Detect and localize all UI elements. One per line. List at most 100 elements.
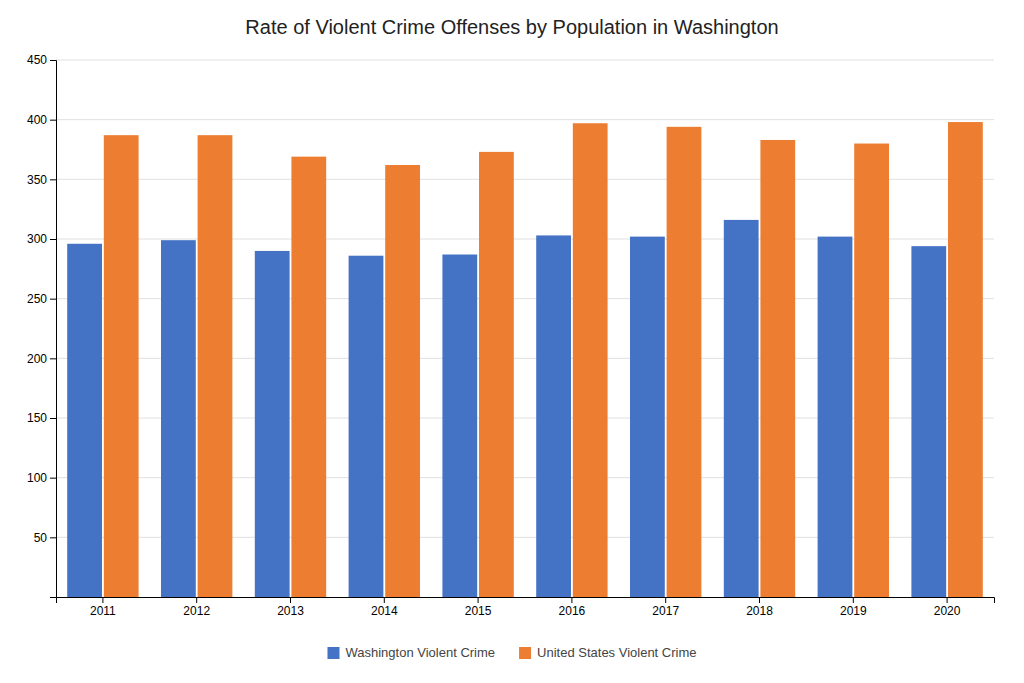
grid-line (56, 179, 994, 180)
legend-swatch (519, 647, 531, 659)
tick-label: 2017 (652, 604, 679, 618)
grid-line (56, 537, 994, 538)
grid-line (56, 418, 994, 419)
bar (198, 135, 233, 597)
tick: 2014 (371, 597, 398, 618)
tick-label: 2014 (371, 604, 398, 618)
bar (948, 122, 983, 597)
tick: 350 (27, 173, 56, 187)
bar (573, 123, 608, 597)
tick-mark (384, 597, 385, 603)
tick: 2015 (465, 597, 492, 618)
bar (818, 237, 853, 597)
tick: 400 (27, 113, 56, 127)
tick-label: 300 (27, 232, 47, 246)
bars (67, 122, 983, 597)
tick: 2013 (277, 597, 304, 618)
legend: Washington Violent Crime United States Vi… (327, 645, 696, 660)
bar (442, 255, 477, 597)
bar (536, 235, 571, 597)
tick-mark (947, 597, 948, 603)
tick: 2018 (746, 597, 773, 618)
grid-line (56, 239, 994, 240)
tick-label: 450 (27, 53, 47, 67)
tick-mark (853, 597, 854, 603)
x-axis: 2011 2012 2013 2014 2015 2016 2017 2018 2019 2020 (57, 597, 995, 618)
legend-swatch (327, 647, 339, 659)
tick-mark (50, 120, 56, 121)
plot: 5010015020025030035040045020112012201320… (27, 53, 995, 617)
tick: 2017 (652, 597, 679, 618)
tick: 50 (34, 531, 56, 545)
tick: 450 (27, 53, 56, 67)
tick-mark (665, 597, 666, 603)
tick-mark (50, 418, 56, 419)
bar (385, 165, 420, 597)
bar (349, 256, 384, 597)
tick-label: 2011 (90, 604, 116, 618)
tick-label: 2018 (746, 604, 773, 618)
bar (479, 152, 514, 597)
tick-mark (50, 60, 56, 61)
tick: 2011 (90, 597, 116, 618)
bar (760, 140, 795, 597)
bar (291, 157, 326, 597)
grid-line (56, 60, 994, 61)
legend-item: Washington Violent Crime (327, 645, 495, 660)
tick: 2020 (934, 597, 961, 618)
bar (724, 220, 759, 597)
y-axis: 50 100 150 200 250 300 350 400 450 (27, 53, 57, 597)
tick-label: 2012 (183, 604, 210, 618)
tick-mark (102, 597, 103, 603)
grid-line (56, 358, 994, 359)
grid (56, 60, 994, 537)
tick: 100 (27, 471, 56, 485)
bar (161, 240, 196, 597)
tick-mark (50, 299, 56, 300)
tick: 200 (27, 352, 56, 366)
tick-mark (50, 537, 56, 538)
axis-line (57, 598, 995, 604)
tick: 2012 (183, 597, 210, 618)
grid-line (56, 119, 994, 120)
tick-mark (478, 597, 479, 603)
bar (67, 244, 102, 597)
tick-mark (50, 239, 56, 240)
tick: 2016 (559, 597, 586, 618)
bar (104, 135, 139, 597)
tick-label: 200 (27, 352, 47, 366)
tick-label: 2015 (465, 604, 492, 618)
legend-label: United States Violent Crime (537, 645, 696, 660)
bar (255, 251, 290, 597)
tick: 2019 (840, 597, 867, 618)
title: Rate of Violent Crime Offenses by Popula… (245, 16, 778, 38)
tick-mark (50, 478, 56, 479)
bar (630, 237, 665, 597)
tick-label: 150 (27, 411, 47, 425)
tick-label: 350 (27, 173, 47, 187)
tick: 300 (27, 232, 56, 246)
tick-label: 50 (34, 531, 48, 545)
bar (854, 144, 889, 597)
series (104, 122, 983, 597)
bar (667, 127, 702, 597)
tick-mark (759, 597, 760, 603)
tick-mark (290, 597, 291, 603)
tick-mark (571, 597, 572, 603)
chart: Rate of Violent Crime Offenses by Popula… (0, 0, 1024, 683)
grid-line (56, 477, 994, 478)
tick: 150 (27, 411, 56, 425)
tick: 250 (27, 292, 56, 306)
legend-item: United States Violent Crime (519, 645, 696, 660)
tick-label: 100 (27, 471, 47, 485)
bar (911, 246, 946, 597)
tick-mark (50, 358, 56, 359)
tick-label: 2016 (559, 604, 586, 618)
tick-label: 250 (27, 292, 47, 306)
tick-label: 2013 (277, 604, 304, 618)
tick-label: 2020 (934, 604, 961, 618)
tick-mark (196, 597, 197, 603)
tick-mark (50, 179, 56, 180)
legend-label: Washington Violent Crime (345, 645, 495, 660)
tick-label: 2019 (840, 604, 867, 618)
